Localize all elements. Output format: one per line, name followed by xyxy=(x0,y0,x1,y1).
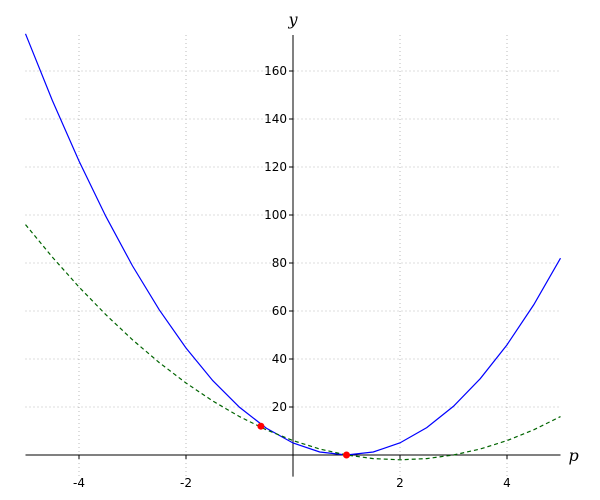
y-tick-label: 80 xyxy=(272,256,287,270)
y-tick-label: 140 xyxy=(264,112,287,126)
y-tick-label: 20 xyxy=(272,400,287,414)
y-tick-label: 60 xyxy=(272,304,287,318)
y-tick-label: 120 xyxy=(264,160,287,174)
y-tick-label: 100 xyxy=(264,208,287,222)
y-tick-label: 160 xyxy=(264,64,287,78)
curve xyxy=(24,33,562,456)
point xyxy=(257,422,265,430)
y-axis-label: y xyxy=(287,10,298,29)
point xyxy=(343,451,350,459)
x-tick-label: -2 xyxy=(180,476,192,490)
x-tick-label: -4 xyxy=(73,476,85,490)
y-tick-label: 40 xyxy=(272,352,287,366)
x-tick-label: 2 xyxy=(396,476,404,490)
x-axis-label: p xyxy=(569,446,579,465)
x-tick-label: 4 xyxy=(503,476,511,490)
